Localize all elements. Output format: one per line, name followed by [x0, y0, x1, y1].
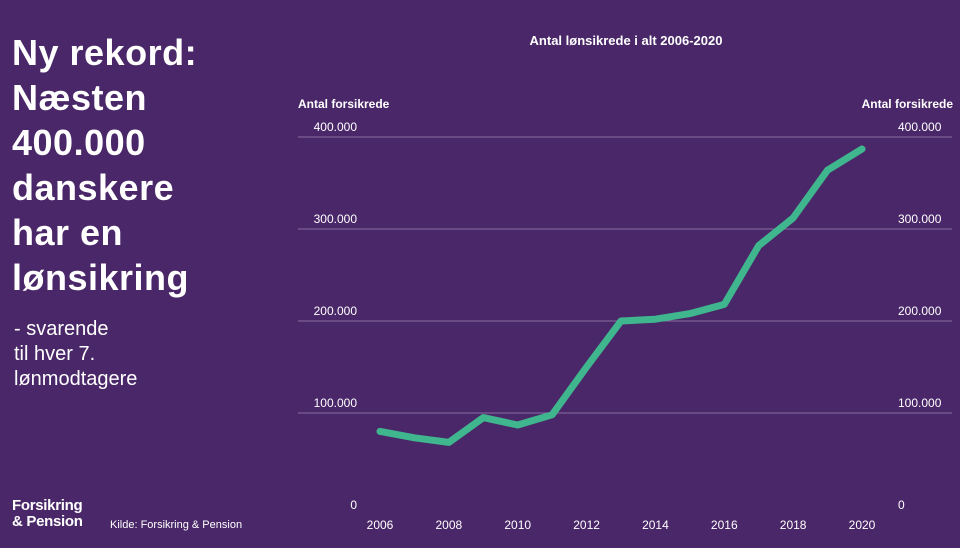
gridlines — [298, 136, 952, 414]
chart-title: Antal lønsikrede i alt 2006-2020 — [530, 33, 723, 48]
data-point — [413, 437, 415, 439]
y-tick-label-right: 200.000 — [898, 304, 942, 318]
y-ticks-left: 0 100.000 200.000 300.000 400.000 — [314, 120, 358, 512]
x-tick-label: 2018 — [780, 518, 807, 532]
data-point — [654, 318, 656, 320]
y-ticks-right: 0 100.000 200.000 300.000 400.000 — [898, 120, 942, 512]
y-tick-label-left: 400.000 — [314, 120, 358, 134]
data-point — [448, 441, 450, 443]
x-tick-label: 2006 — [367, 518, 394, 532]
x-tick-label: 2012 — [573, 518, 600, 532]
y-tick-label-left: 0 — [350, 498, 357, 512]
x-tick-label: 2010 — [504, 518, 531, 532]
data-point — [551, 414, 553, 416]
y-tick-label-left: 200.000 — [314, 304, 358, 318]
data-point — [792, 217, 794, 219]
y-axis-title-left: Antal forsikrede — [298, 97, 390, 111]
data-point — [586, 366, 588, 368]
x-tick-label: 2008 — [436, 518, 463, 532]
x-tick-label: 2020 — [849, 518, 876, 532]
brand-logo: Forsikring & Pension — [12, 497, 83, 530]
data-point — [723, 303, 725, 305]
headline: Ny rekord: Næsten 400.000 danskere har e… — [12, 32, 198, 298]
y-tick-label-right: 400.000 — [898, 120, 942, 134]
data-point — [689, 313, 691, 315]
y-tick-label-left: 300.000 — [314, 212, 358, 226]
subline: - svarende til hver 7. lønmodtagere — [14, 318, 138, 390]
data-point — [482, 417, 484, 419]
series-layer — [376, 145, 866, 446]
y-tick-label-left: 100.000 — [314, 396, 358, 410]
y-tick-label-right: 0 — [898, 498, 905, 512]
y-tick-label-right: 100.000 — [898, 396, 942, 410]
x-tick-label: 2016 — [711, 518, 738, 532]
data-point — [517, 424, 519, 426]
x-tick-label: 2014 — [642, 518, 669, 532]
data-point — [861, 148, 863, 150]
x-ticks: 2006 2008 2010 2012 2014 2016 2018 2020 — [367, 518, 876, 532]
data-point — [827, 169, 829, 171]
data-point — [620, 320, 622, 322]
series-line — [376, 145, 866, 446]
source-note: Kilde: Forsikring & Pension — [110, 519, 243, 531]
data-point — [379, 430, 381, 432]
y-tick-label-right: 300.000 — [898, 212, 942, 226]
data-point — [758, 245, 760, 247]
y-axis-title-right: Antal forsikrede — [862, 97, 954, 111]
